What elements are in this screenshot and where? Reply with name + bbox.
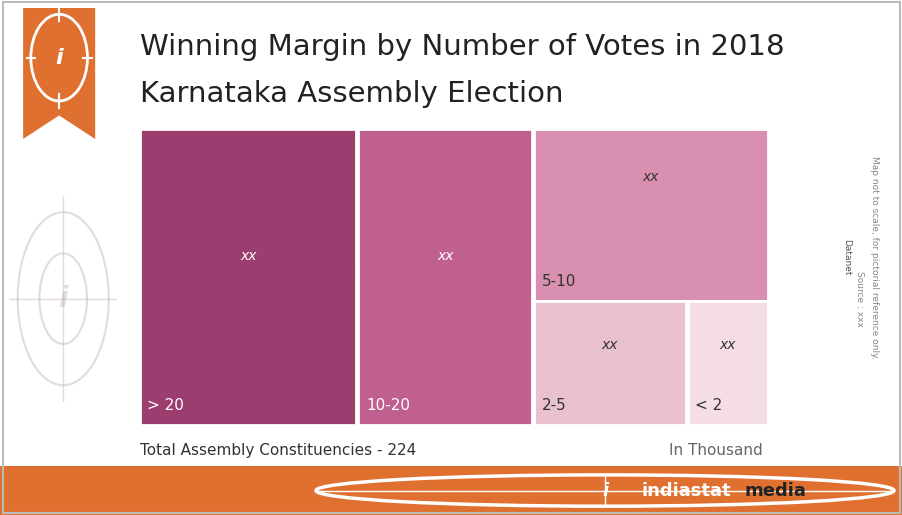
Text: Datanet: Datanet bbox=[842, 239, 851, 276]
Text: xx: xx bbox=[240, 249, 256, 263]
Polygon shape bbox=[23, 8, 95, 139]
Text: < 2: < 2 bbox=[695, 398, 722, 413]
Text: xx: xx bbox=[601, 338, 618, 352]
Text: xx: xx bbox=[437, 249, 453, 263]
Text: xx: xx bbox=[642, 170, 658, 184]
Text: Map not to scale, for pictorial reference only.: Map not to scale, for pictorial referenc… bbox=[869, 156, 878, 359]
Bar bbox=[687, 301, 767, 425]
Text: 2-5: 2-5 bbox=[541, 398, 566, 413]
Bar bbox=[533, 129, 767, 301]
Text: Karnataka Assembly Election: Karnataka Assembly Election bbox=[140, 80, 563, 108]
Text: indiastat: indiastat bbox=[640, 482, 730, 500]
Text: Winning Margin by Number of Votes in 2018: Winning Margin by Number of Votes in 201… bbox=[140, 33, 784, 61]
Bar bbox=[533, 301, 686, 425]
Bar bbox=[140, 129, 356, 425]
Text: In Thousand: In Thousand bbox=[668, 443, 762, 458]
Text: 10-20: 10-20 bbox=[365, 398, 410, 413]
Text: i: i bbox=[602, 482, 607, 500]
Text: 5-10: 5-10 bbox=[541, 273, 575, 288]
Text: xx: xx bbox=[719, 338, 735, 352]
Text: > 20: > 20 bbox=[147, 398, 184, 413]
Text: i: i bbox=[59, 285, 68, 313]
Circle shape bbox=[316, 475, 893, 506]
Text: Source : xxx: Source : xxx bbox=[854, 271, 863, 327]
Text: media: media bbox=[744, 482, 806, 500]
Text: Total Assembly Constituencies - 224: Total Assembly Constituencies - 224 bbox=[140, 443, 416, 458]
Bar bbox=[358, 129, 531, 425]
Text: indiastatmedia.com: indiastatmedia.com bbox=[316, 263, 591, 291]
Text: i: i bbox=[55, 47, 63, 67]
